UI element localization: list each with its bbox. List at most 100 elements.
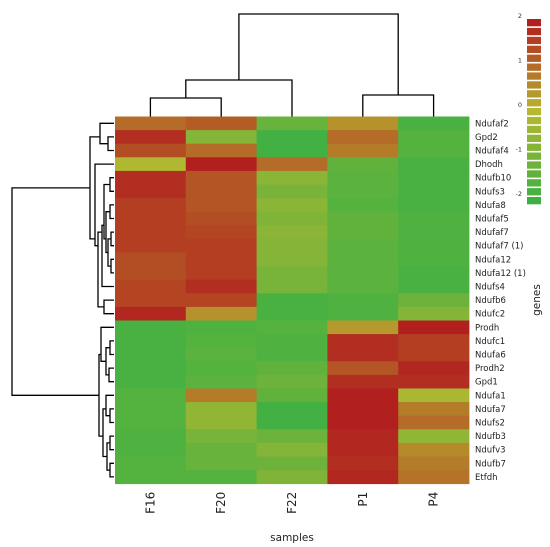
legend-swatch — [527, 63, 541, 71]
legend-tick-label: -2 — [516, 190, 522, 198]
dendrogram-branch — [149, 97, 222, 117]
dendrogram-branch — [238, 13, 399, 95]
heatmap-cell — [185, 293, 257, 308]
heatmap-cell — [256, 442, 328, 457]
heatmap-cell — [327, 225, 399, 240]
heatmap-cell — [327, 130, 399, 145]
heatmap-cell — [185, 266, 257, 281]
heatmap-cell — [398, 361, 470, 376]
heatmap-cell — [398, 347, 470, 362]
heatmap-cell — [185, 252, 257, 267]
heatmap-cell — [185, 442, 257, 457]
heatmap-cell — [327, 429, 399, 444]
dendrogram-branch — [99, 122, 114, 145]
row-label: Ndufa8 — [475, 201, 506, 211]
heatmap-cell — [256, 415, 328, 430]
heatmap-cell — [115, 442, 187, 457]
legend-swatch — [527, 170, 541, 178]
heatmap-cell — [327, 402, 399, 417]
row-label: Ndufa1 — [475, 391, 506, 401]
heatmap-cell — [327, 143, 399, 158]
heatmap-cell — [398, 388, 470, 403]
row-label: Gpd1 — [475, 378, 498, 388]
row-label: Ndufaf7 — [475, 228, 509, 238]
heatmap-cell — [185, 143, 257, 158]
row-label: Ndufb6 — [475, 296, 506, 306]
legend-swatch — [527, 161, 541, 169]
dendrogram-branch — [109, 435, 114, 451]
heatmap-cell — [398, 374, 470, 389]
legend-swatch — [527, 152, 541, 160]
heatmap-cell — [115, 279, 187, 294]
heatmap-cell — [115, 157, 187, 172]
heatmap-cell — [256, 170, 328, 185]
legend-swatch — [527, 36, 541, 45]
dendrogram-branch — [11, 187, 99, 396]
dendrogram-branch — [110, 258, 114, 274]
heatmap-cell — [327, 279, 399, 294]
heatmap-cell — [115, 266, 187, 281]
heatmap-cell — [256, 279, 328, 294]
column-dendrogram — [149, 13, 435, 117]
heatmap-cell — [115, 334, 187, 349]
legend-swatch — [527, 134, 541, 142]
dendrogram-branch — [109, 177, 114, 192]
heatmap-cell — [327, 252, 399, 267]
heatmap-cell — [398, 211, 470, 226]
heatmap-cell — [256, 456, 328, 471]
heatmap-cell — [185, 334, 257, 349]
heatmap-cell — [398, 252, 470, 267]
heatmap-cells — [115, 116, 470, 485]
row-label: Ndufs4 — [475, 283, 505, 293]
row-label: Ndufaf4 — [475, 147, 509, 157]
heatmap-cell — [185, 116, 257, 131]
heatmap-cell — [256, 266, 328, 281]
row-labels: Ndufaf2 Gpd2 Ndufaf4 Dhodh Ndufb10 Ndufs3 Nduf… — [475, 119, 526, 483]
row-label: Gpd2 — [475, 133, 498, 143]
heatmap-cell — [327, 374, 399, 389]
row-label: Ndufb7 — [475, 459, 506, 469]
row-label: Ndufc1 — [475, 337, 505, 347]
heatmap-cell — [115, 238, 187, 253]
column-label: P4 — [427, 492, 441, 507]
heatmap-cell — [327, 361, 399, 376]
heatmap-cell — [115, 456, 187, 471]
heatmap-cell — [256, 334, 328, 349]
legend-swatch — [527, 125, 541, 134]
heatmap-cell — [398, 429, 470, 444]
row-label: Ndufa7 — [475, 405, 506, 415]
heatmap-cell — [256, 347, 328, 362]
heatmap-cell — [256, 429, 328, 444]
heatmap-cell — [115, 293, 187, 308]
heatmap-cell — [327, 184, 399, 199]
dendrogram-branch — [109, 340, 114, 356]
dendrogram-branch — [100, 326, 114, 362]
heatmap-cell — [115, 225, 187, 240]
legend-tick-label: -1 — [516, 146, 522, 154]
heatmap-cell — [256, 293, 328, 308]
dendrogram-branch — [101, 224, 114, 288]
heatmap-cell — [185, 374, 257, 389]
heatmap-cell — [256, 388, 328, 403]
heatmap-cell — [398, 198, 470, 213]
heatmap-cell — [185, 320, 257, 335]
heatmap-cell — [256, 157, 328, 172]
heatmap-cell — [256, 320, 328, 335]
row-label: Ndufa6 — [475, 351, 506, 361]
heatmap-cell — [398, 402, 470, 417]
heatmap-cell — [398, 157, 470, 172]
heatmap-cell — [115, 252, 187, 267]
heatmap-cell — [256, 116, 328, 131]
heatmap-cell — [115, 320, 187, 335]
heatmap-cell — [185, 130, 257, 145]
heatmap-cell — [185, 415, 257, 430]
heatmap-cell — [398, 130, 470, 145]
heatmap-cell — [327, 116, 399, 131]
row-label: Ndufa12 — [475, 255, 511, 265]
legend-swatch — [527, 188, 541, 196]
dendrogram-branch — [109, 408, 114, 424]
heatmap-cell — [185, 429, 257, 444]
heatmap-cell — [398, 238, 470, 253]
heatmap-cell — [327, 334, 399, 349]
